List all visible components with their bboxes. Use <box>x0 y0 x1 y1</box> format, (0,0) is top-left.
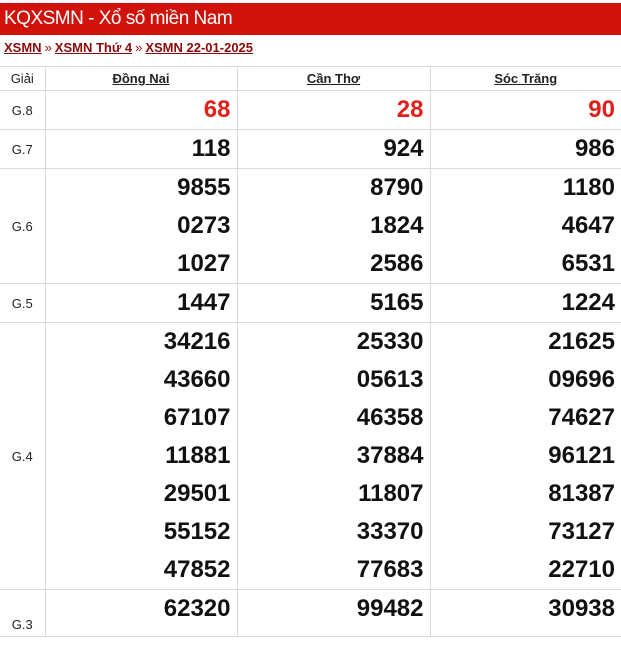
result-number: 1447 <box>177 289 231 316</box>
breadcrumb-xsmn-thu-4[interactable]: XSMN Thứ 4 <box>54 40 133 55</box>
prize-label: G.6 <box>0 168 46 284</box>
province-link-soc-trang[interactable]: Sóc Trăng <box>494 71 558 86</box>
result-number: 6531 <box>561 250 615 277</box>
result-cell: 9855 0273 1027 <box>44 168 238 284</box>
result-cell: 8790 1824 2586 <box>236 168 431 284</box>
result-cell: 1180 4647 6531 <box>429 168 621 284</box>
province-header: Sóc Trăng <box>429 66 621 91</box>
province-header: Cần Thơ <box>236 66 431 91</box>
result-cell: 25330 05613 46358 37884 11807 33370 77683 <box>236 322 431 590</box>
result-cell: 1224 <box>429 283 621 323</box>
result-number: 74627 <box>548 404 615 431</box>
breadcrumb: XSMN» XSMN Thứ 4» XSMN 22-01-2025 <box>4 40 253 55</box>
result-number: 5165 <box>370 289 424 316</box>
result-cell: 30938 <box>429 589 621 637</box>
province-header: Đồng Nai <box>44 66 238 91</box>
result-number: 29501 <box>163 480 231 507</box>
province-link-can-tho[interactable]: Cần Thơ <box>306 71 361 86</box>
result-number: 11881 <box>165 442 231 469</box>
table-row: G.6 9855 0273 1027 8790 1824 2586 1180 4647 6531 <box>0 168 621 284</box>
result-number: 67107 <box>163 404 231 431</box>
result-number: 90 <box>588 96 615 123</box>
prize-label: G.4 <box>0 322 46 590</box>
result-number: 2586 <box>370 250 424 277</box>
result-number: 986 <box>574 135 615 162</box>
result-number: 1824 <box>370 212 424 239</box>
breadcrumb-separator: » <box>135 40 143 55</box>
result-number: 47852 <box>163 556 231 583</box>
result-number: 21625 <box>548 328 615 355</box>
result-number: 55152 <box>163 518 231 545</box>
result-number: 34216 <box>163 328 231 355</box>
result-number: 46358 <box>356 404 424 431</box>
result-number: 0273 <box>177 212 231 239</box>
prize-label: G.7 <box>0 129 46 169</box>
result-number: 924 <box>383 135 424 162</box>
result-number: 37884 <box>356 442 424 469</box>
result-number: 43660 <box>163 366 231 393</box>
prize-header: Giải <box>0 66 46 91</box>
table-row: G.3 62320 99482 30938 <box>0 589 621 637</box>
result-cell: 924 <box>236 129 431 169</box>
result-number: 11807 <box>358 480 424 507</box>
result-cell: 90 <box>429 90 621 130</box>
page-title: KQXSMN - Xổ số miền Nam <box>0 3 621 35</box>
result-cell: 99482 <box>236 589 431 637</box>
result-number: 62320 <box>163 595 231 622</box>
result-cell: 34216 43660 67107 11881 29501 55152 47852 <box>44 322 238 590</box>
result-number: 22710 <box>548 556 615 583</box>
result-number: 28 <box>396 96 424 123</box>
result-cell: 21625 09696 74627 96121 81387 73127 22710 <box>429 322 621 590</box>
result-number: 30938 <box>548 595 615 622</box>
result-cell: 68 <box>44 90 238 130</box>
prize-label: G.3 <box>0 589 46 637</box>
table-row: G.8 68 28 90 <box>0 90 621 130</box>
result-number: 33370 <box>356 518 424 545</box>
result-number: 1027 <box>177 250 231 277</box>
results-table: Giải Đồng Nai Cần Thơ Sóc Trăng G.8 68 28 9… <box>0 66 621 637</box>
result-cell: 986 <box>429 129 621 169</box>
result-cell: 62320 <box>44 589 238 637</box>
result-number: 1180 <box>562 174 615 201</box>
result-number: 73127 <box>548 518 615 545</box>
result-number: 9855 <box>177 174 231 201</box>
result-number: 77683 <box>356 556 424 583</box>
result-number: 8790 <box>370 174 424 201</box>
result-number: 05613 <box>356 366 424 393</box>
result-number: 09696 <box>548 366 615 393</box>
result-cell: 5165 <box>236 283 431 323</box>
table-row: G.7 118 924 986 <box>0 129 621 169</box>
result-cell: 118 <box>44 129 238 169</box>
result-cell: 1447 <box>44 283 238 323</box>
prize-label: G.8 <box>0 90 46 130</box>
breadcrumb-xsmn[interactable]: XSMN <box>4 40 42 55</box>
result-number: 68 <box>203 96 231 123</box>
result-number: 1224 <box>561 289 615 316</box>
province-link-dong-nai[interactable]: Đồng Nai <box>112 71 170 86</box>
result-number: 4647 <box>561 212 615 239</box>
breadcrumb-date[interactable]: XSMN 22-01-2025 <box>145 40 254 55</box>
result-number: 96121 <box>548 442 615 469</box>
result-number: 118 <box>191 135 231 162</box>
table-row: G.5 1447 5165 1224 <box>0 283 621 323</box>
prize-label: G.5 <box>0 283 46 323</box>
table-row: G.4 34216 43660 67107 11881 29501 55152 47852 25… <box>0 322 621 590</box>
result-number: 25330 <box>356 328 424 355</box>
result-number: 81387 <box>548 480 615 507</box>
result-cell: 28 <box>236 90 431 130</box>
breadcrumb-separator: » <box>44 40 52 55</box>
result-number: 99482 <box>356 595 424 622</box>
